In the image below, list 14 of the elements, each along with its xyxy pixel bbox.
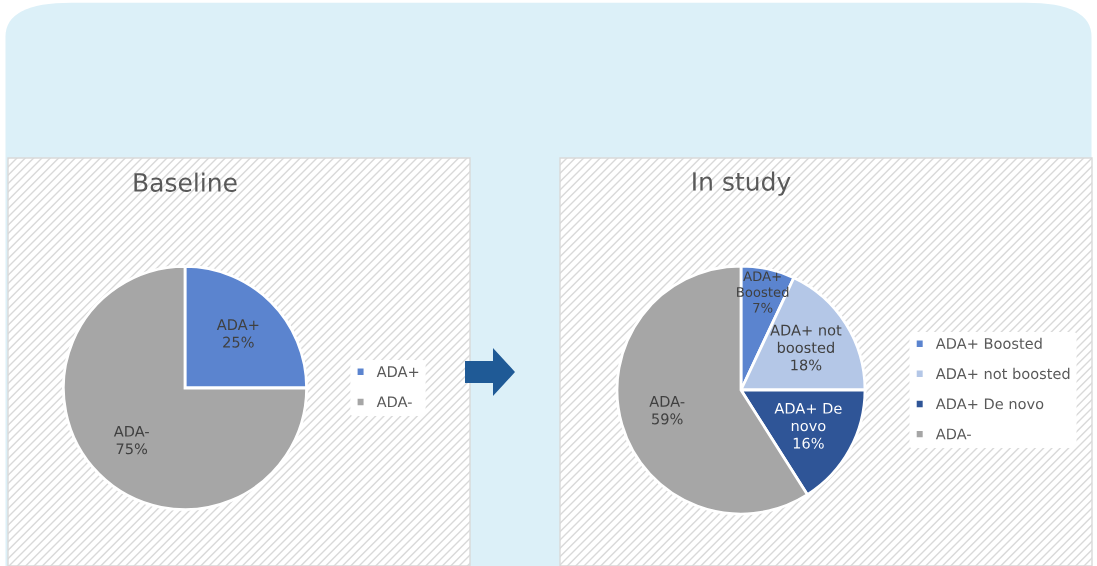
legend-label: ADA+ De novo: [935, 398, 1044, 410]
data-label: ADA+ not boosted 18%: [770, 324, 842, 371]
pie-slice: [62, 265, 308, 511]
data-label: ADA+ 25%: [216, 319, 259, 348]
legend-label: ADA+ not boosted: [935, 367, 1070, 380]
legend-label: ADA+ Boosted: [935, 337, 1042, 349]
legend-label: ADA-: [376, 396, 412, 408]
legend-label: ADA+: [376, 366, 419, 377]
data-label: ADA- 75%: [113, 425, 149, 455]
chart-title: In study: [693, 171, 791, 196]
legend-label: ADA-: [935, 428, 971, 440]
chart-title: Baseline: [134, 172, 237, 192]
data-label: ADA- 59%: [649, 396, 685, 425]
data-label: ADA+ De novo 16%: [774, 402, 842, 449]
